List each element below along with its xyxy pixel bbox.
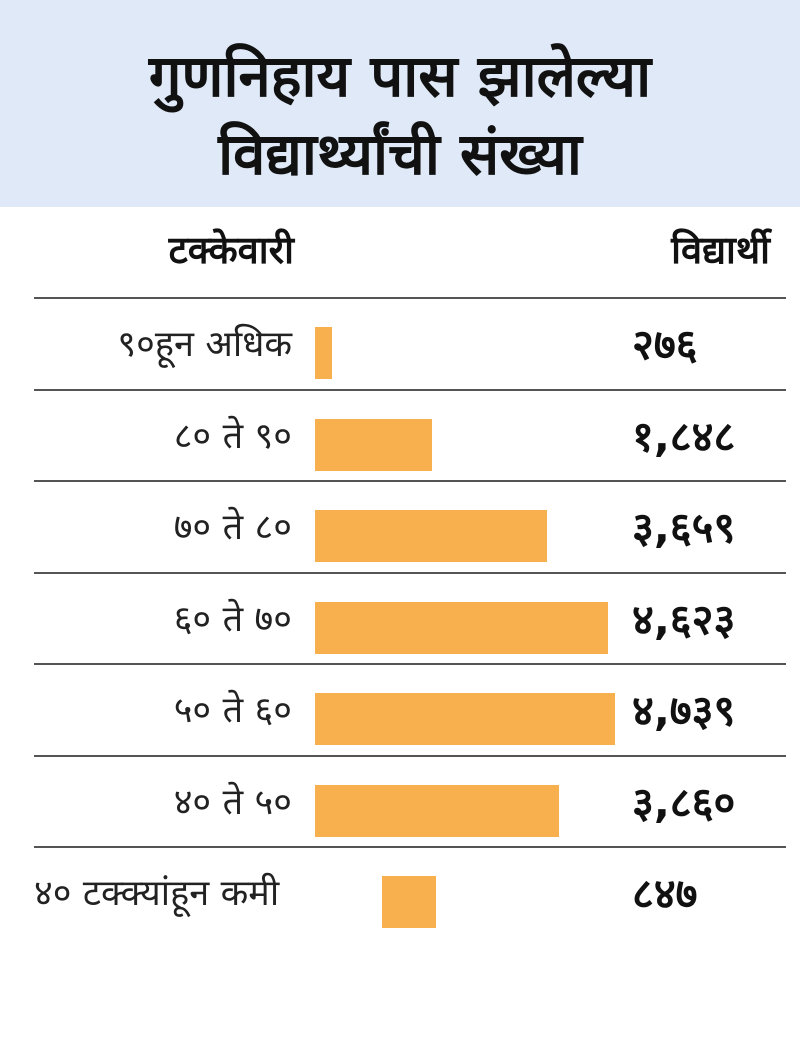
value-label: २७६ [632, 320, 698, 369]
category-label: ७० ते ८० [173, 507, 292, 548]
title-banner: गुणनिहाय पास झालेल्या विद्यार्थ्यांची सं… [0, 0, 800, 207]
chart-row: ९०हून अधिक २७६ [0, 297, 800, 388]
chart-row: ४० टक्क्यांहून कमी ८४७ [0, 846, 800, 937]
category-label: ५० ते ६० [173, 690, 292, 731]
category-label: ४० ते ५० [173, 781, 292, 823]
bar [315, 418, 432, 471]
chart-row: ५० ते ६० ४,७३९ [0, 663, 800, 754]
value-column-header: विद्यार्थी [671, 228, 770, 272]
bar [315, 601, 608, 654]
bar [315, 510, 547, 562]
value-label: १,८४८ [632, 411, 736, 461]
bar [382, 876, 436, 928]
category-label: ४० टक्क्यांहून कमी [34, 873, 280, 914]
category-column-header: टक्केवारी [168, 228, 294, 272]
category-label: ६० ते ७० [173, 598, 292, 640]
row-divider [34, 571, 786, 574]
chart-title-line-2: विद्यार्थ्यांची संख्या [218, 120, 582, 188]
row-divider [34, 754, 786, 757]
value-label: ८४७ [632, 869, 698, 918]
bar [315, 784, 559, 837]
category-label: ९०हून अधिक [117, 324, 292, 365]
category-label: ८० ते ९० [173, 415, 292, 457]
row-divider [34, 480, 786, 482]
chart-row: ६० ते ७० ४,६२३ [0, 572, 800, 663]
value-label: ३,८६० [632, 777, 736, 827]
value-label: ३,६५९ [632, 503, 736, 552]
chart-row: ४० ते ५० ३,८६० [0, 755, 800, 846]
chart-row: ८० ते ९० १,८४८ [0, 389, 800, 480]
row-divider [34, 663, 786, 665]
value-label: ४,७३९ [632, 686, 736, 735]
row-divider [34, 297, 786, 299]
bar [315, 693, 615, 745]
value-label: ४,६२३ [632, 594, 736, 644]
chart-row: ७० ते ८० ३,६५९ [0, 480, 800, 571]
chart-title-line-1: गुणनिहाय पास झालेल्या [148, 42, 652, 110]
row-divider [34, 846, 786, 848]
row-divider [34, 388, 786, 391]
bar [315, 327, 332, 379]
